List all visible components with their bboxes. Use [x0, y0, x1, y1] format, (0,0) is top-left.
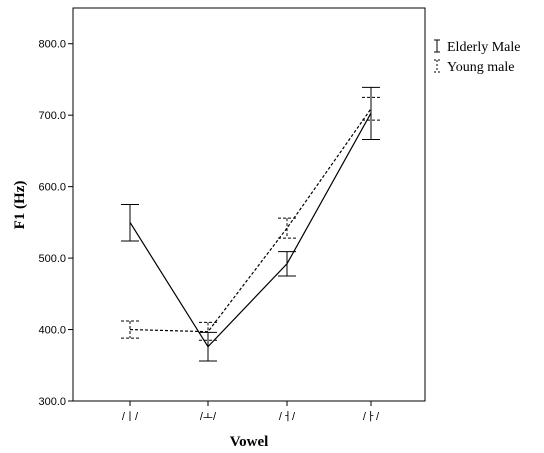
series-layer	[121, 86, 380, 362]
y-tick-label: 500.0	[38, 253, 66, 265]
y-axis: 300.0 400.0 500.0 600.0 700.0 800.0	[38, 39, 73, 408]
y-tick-label: 400.0	[38, 325, 66, 337]
series-line-0	[129, 112, 372, 348]
legend: Elderly Male Young male	[434, 39, 520, 75]
legend-label: Young male	[447, 60, 514, 75]
x-axis: /ㅣ/ /ㅗ/ /ㅓ/ /ㅏ/	[122, 401, 380, 423]
error-bar	[278, 217, 296, 239]
x-tick-label: /ㅏ/	[363, 410, 380, 423]
legend-label: Elderly Male	[447, 40, 520, 55]
legend-item: Elderly Male	[434, 39, 520, 55]
error-bar	[362, 96, 380, 121]
y-tick-label: 700.0	[38, 110, 66, 122]
y-tick-label: 300.0	[38, 396, 66, 408]
y-tick-label: 600.0	[38, 182, 66, 194]
error-bar	[121, 204, 139, 242]
x-tick-label: /ㅗ/	[200, 411, 217, 423]
x-axis-title: Vowel	[230, 434, 269, 450]
y-axis-title: F1 (Hz)	[12, 181, 28, 230]
error-bar	[121, 320, 139, 339]
x-tick-label: /ㅓ/	[279, 410, 296, 423]
legend-item: Young male	[434, 59, 514, 75]
x-tick-label: /ㅣ/	[122, 411, 139, 423]
error-bar	[278, 251, 296, 277]
error-bar	[199, 321, 217, 341]
plot-frame	[72, 7, 426, 402]
y-tick-label: 800.0	[38, 39, 66, 51]
series-line-1	[129, 108, 372, 333]
